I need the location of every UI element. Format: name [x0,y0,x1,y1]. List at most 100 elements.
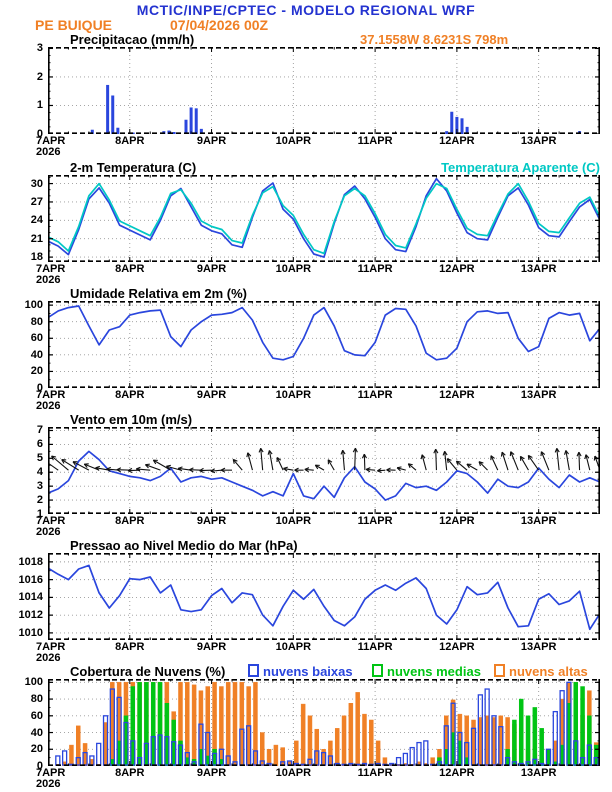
x-tick-label: 12APR [439,515,475,527]
x-tick-label: 12APR [439,767,475,779]
apparent-temperature-legend: Temperatura Aparente (C) [441,160,600,175]
x-tick-label: 7APR [36,515,66,527]
x-axis-labels: 7APR 8APR 9APR 10APR 11APR 12APR 13APR 2026 [0,389,612,412]
y-tick-label: 18 [30,251,43,264]
x-tick-label: 13APR [520,641,557,653]
x-tick-label: 8APR [115,389,145,401]
wind-chart [48,427,600,514]
x-tick-label: 8APR [115,135,145,147]
x-tick-label: 7APR [36,389,66,401]
x-tick-label: 11APR [357,515,393,527]
legend-nuvens-altas: nuvens altas [494,664,588,679]
panel-title: Pressao ao Nivel Medio do Mar (hPa) [70,538,298,553]
y-tick-label: 24 [30,214,43,227]
y-tick-label: 1 [36,508,43,520]
y-axis-labels: 0 1 2 3 [0,42,46,140]
x-tick-label: 9APR [196,767,227,779]
legend-nuvens-baixas: nuvens baixas [248,664,353,679]
legend-swatch-nuvens-medias [372,664,383,677]
y-tick-label: 21 [30,232,43,245]
x-tick-label: 11APR [357,263,393,275]
x-tick-label: 11APR [357,135,393,147]
y-tick-label: 0 [36,382,43,394]
x-tick-label: 7APR [36,263,66,275]
y-tick-label: 80 [30,315,43,328]
y-tick-label: 0 [36,760,43,772]
x-tick-label: 8APR [115,767,145,779]
y-tick-label: 20 [30,743,43,756]
x-tick-label: 7APR [36,135,66,147]
x-tick-label: 13APR [520,515,557,527]
panel-temperature: 2-m Temperatura (C) Temperatura Aparente… [0,160,612,286]
y-tick-label: 2 [36,494,43,507]
x-axis-year-label: 2026 [36,146,61,158]
x-axis-year-label: 2026 [36,526,61,538]
x-tick-label: 11APR [357,767,393,779]
x-tick-label: 9APR [196,135,227,147]
x-tick-label: 8APR [115,263,145,275]
x-tick-label: 13APR [520,263,557,275]
legend-label: nuvens altas [509,664,588,679]
app-title: MCTIC/INPE/CPTEC - MODELO REGIONAL WRF [136,2,476,18]
y-tick-label: 80 [30,693,43,706]
x-axis-year-label: 2026 [36,400,61,412]
x-axis-year-label: 2026 [36,652,61,664]
y-tick-label: 3 [36,480,43,493]
y-tick-label: 40 [30,348,43,361]
y-axis-labels: 1010 1012 1014 1016 1018 [0,553,46,640]
cloud-cover-chart [48,679,600,766]
x-tick-label: 13APR [520,389,557,401]
station-coordinates: 37.1558W 8.6231S 798m [360,32,509,47]
x-tick-label: 9APR [196,641,227,653]
y-axis-labels: 18 21 24 27 30 [0,175,46,264]
precipitation-chart [48,47,600,134]
y-tick-label: 20 [30,365,43,378]
legend-swatch-nuvens-baixas [248,664,259,677]
x-tick-label: 10APR [275,515,312,527]
panel-humidity: Umidade Relativa em 2m (%) 0 20 40 60 80 100 … [0,286,612,412]
y-tick-label: 3 [36,42,43,55]
panel-title: Umidade Relativa em 2m (%) [70,286,248,301]
x-tick-label: 9APR [196,515,227,527]
x-tick-label: 12APR [439,135,475,147]
legend-label: nuvens medias [387,664,481,679]
y-tick-label: 100 [24,676,43,689]
panel-pressure: Pressao ao Nivel Medio do Mar (hPa) 1010… [0,538,612,664]
y-axis-labels: 0 20 40 60 80 100 [0,676,46,772]
y-tick-label: 40 [30,726,43,739]
x-tick-label: 10APR [275,767,312,779]
y-tick-label: 1016 [18,573,43,586]
legend-label: nuvens baixas [263,664,353,679]
x-tick-label: 8APR [115,515,145,527]
temperature-chart [48,175,600,262]
y-tick-label: 2 [36,70,43,83]
x-tick-label: 12APR [439,389,475,401]
x-tick-label: 10APR [275,641,312,653]
legend-nuvens-medias: nuvens medias [372,664,481,679]
panel-title: 2-m Temperatura (C) [70,160,197,175]
x-axis-labels: 7APR 8APR 9APR 10APR 11APR 12APR 13APR 2026 [0,135,612,158]
x-tick-label: 9APR [196,263,227,275]
x-tick-label: 11APR [357,641,393,653]
x-tick-label: 13APR [520,767,557,779]
y-tick-label: 4 [36,466,43,479]
y-tick-label: 1018 [18,555,43,568]
y-tick-label: 30 [30,177,43,190]
x-axis-labels: 7APR 8APR 9APR 10APR 11APR 12APR 13APR 2026 [0,515,612,538]
panel-title: Precipitacao (mm/h) [70,32,195,47]
y-tick-label: 60 [30,332,43,345]
x-tick-label: 12APR [439,263,475,275]
x-axis-year-label: 2026 [36,778,61,790]
station-name: PE BUIQUE [35,17,113,33]
x-tick-label: 10APR [275,389,312,401]
y-tick-label: 6 [36,438,43,451]
panel-precipitation: Precipitacao (mm/h) 37.1558W 8.6231S 798… [0,32,612,158]
x-axis-labels: 7APR 8APR 9APR 10APR 11APR 12APR 13APR 2026 [0,641,612,664]
y-tick-label: 27 [30,195,43,208]
x-tick-label: 9APR [196,389,227,401]
panel-title: Cobertura de Nuvens (%) [70,664,226,679]
y-tick-label: 1010 [18,626,43,639]
y-tick-label: 60 [30,709,43,722]
